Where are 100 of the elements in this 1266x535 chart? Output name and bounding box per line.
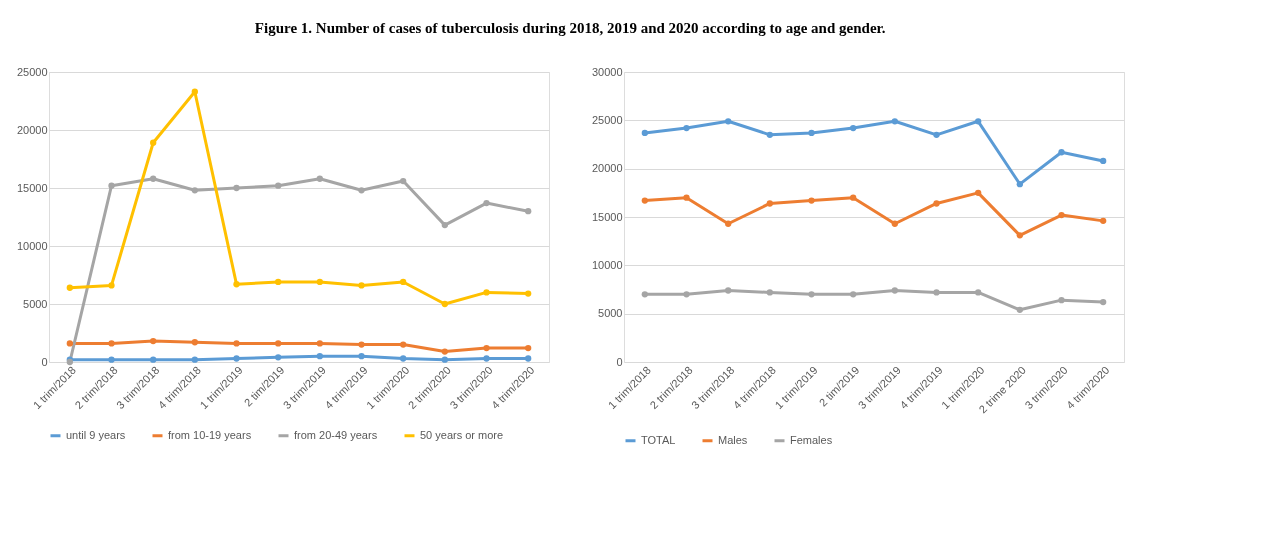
legend-label: 50 years or more xyxy=(420,428,504,441)
point xyxy=(641,197,648,204)
point xyxy=(358,353,365,360)
point xyxy=(316,353,323,360)
y-tick-label: 25000 xyxy=(16,65,48,78)
legend-label: from 10-19 years xyxy=(168,428,252,441)
legend-label: Males xyxy=(718,433,748,446)
point xyxy=(191,339,198,346)
point xyxy=(483,199,490,207)
point xyxy=(441,221,448,229)
point xyxy=(400,278,407,286)
point xyxy=(808,129,815,137)
point xyxy=(850,194,857,201)
point xyxy=(275,182,282,189)
point xyxy=(358,282,365,289)
y-tick-label: 20000 xyxy=(591,162,623,175)
point xyxy=(683,194,690,201)
point xyxy=(891,118,898,125)
point xyxy=(1100,217,1107,225)
y-tick-label: 5000 xyxy=(23,297,48,310)
point xyxy=(483,289,490,296)
point xyxy=(233,281,240,288)
point xyxy=(316,340,323,347)
point xyxy=(525,344,532,352)
point xyxy=(108,340,115,347)
point xyxy=(275,278,282,286)
point xyxy=(275,354,282,361)
point xyxy=(1016,180,1023,188)
y-tick-label: 0 xyxy=(41,355,48,368)
point xyxy=(150,337,157,345)
point xyxy=(683,291,690,298)
point xyxy=(1100,298,1107,306)
point xyxy=(233,355,240,362)
point xyxy=(766,131,773,138)
point xyxy=(483,344,490,352)
point xyxy=(525,208,532,215)
point xyxy=(1100,157,1107,165)
point xyxy=(108,182,115,189)
point xyxy=(233,184,240,192)
point xyxy=(358,341,365,348)
point xyxy=(191,88,198,95)
point xyxy=(483,355,490,362)
point xyxy=(400,355,407,362)
point xyxy=(233,340,240,347)
point xyxy=(641,129,648,137)
point xyxy=(1058,149,1065,156)
point xyxy=(150,356,157,363)
point xyxy=(1058,296,1065,304)
y-tick-label: 5000 xyxy=(598,307,623,320)
point xyxy=(1016,306,1023,313)
point xyxy=(191,356,198,363)
y-tick-label: 10000 xyxy=(16,239,48,252)
point xyxy=(191,187,198,194)
y-tick-label: 15000 xyxy=(591,210,623,223)
legend-label: until 9 years xyxy=(66,428,126,441)
point xyxy=(641,291,648,298)
point xyxy=(725,220,732,227)
point xyxy=(66,284,73,291)
point xyxy=(1058,211,1065,219)
point xyxy=(683,124,690,132)
point xyxy=(441,300,448,308)
point xyxy=(808,197,815,204)
point xyxy=(933,131,940,138)
point xyxy=(275,340,282,347)
point xyxy=(891,287,898,294)
point xyxy=(316,175,323,182)
point xyxy=(766,200,773,207)
y-tick-label: 25000 xyxy=(591,113,623,126)
legend-label: Females xyxy=(790,433,833,446)
point xyxy=(525,290,532,297)
point xyxy=(766,289,773,296)
legend-label: TOTAL xyxy=(641,433,676,446)
point xyxy=(725,118,732,125)
point xyxy=(150,175,157,182)
point xyxy=(725,287,732,294)
point xyxy=(400,341,407,348)
point xyxy=(975,289,982,296)
point xyxy=(108,356,115,363)
point xyxy=(1016,232,1023,239)
point xyxy=(850,291,857,298)
point xyxy=(933,200,940,207)
point xyxy=(808,291,815,298)
point xyxy=(975,118,982,125)
point xyxy=(975,189,982,196)
point xyxy=(933,289,940,296)
y-tick-label: 15000 xyxy=(16,181,48,194)
point xyxy=(316,278,323,286)
y-tick-label: 30000 xyxy=(591,65,623,78)
point xyxy=(850,124,857,132)
point xyxy=(525,355,532,362)
y-tick-label: 0 xyxy=(616,355,623,368)
point xyxy=(891,220,898,227)
point xyxy=(358,187,365,194)
point xyxy=(150,139,157,146)
point xyxy=(108,282,115,289)
y-tick-label: 20000 xyxy=(16,123,48,136)
legend-label: from 20-49 years xyxy=(294,428,378,441)
point xyxy=(400,177,407,185)
point xyxy=(66,340,73,347)
point xyxy=(441,356,448,363)
